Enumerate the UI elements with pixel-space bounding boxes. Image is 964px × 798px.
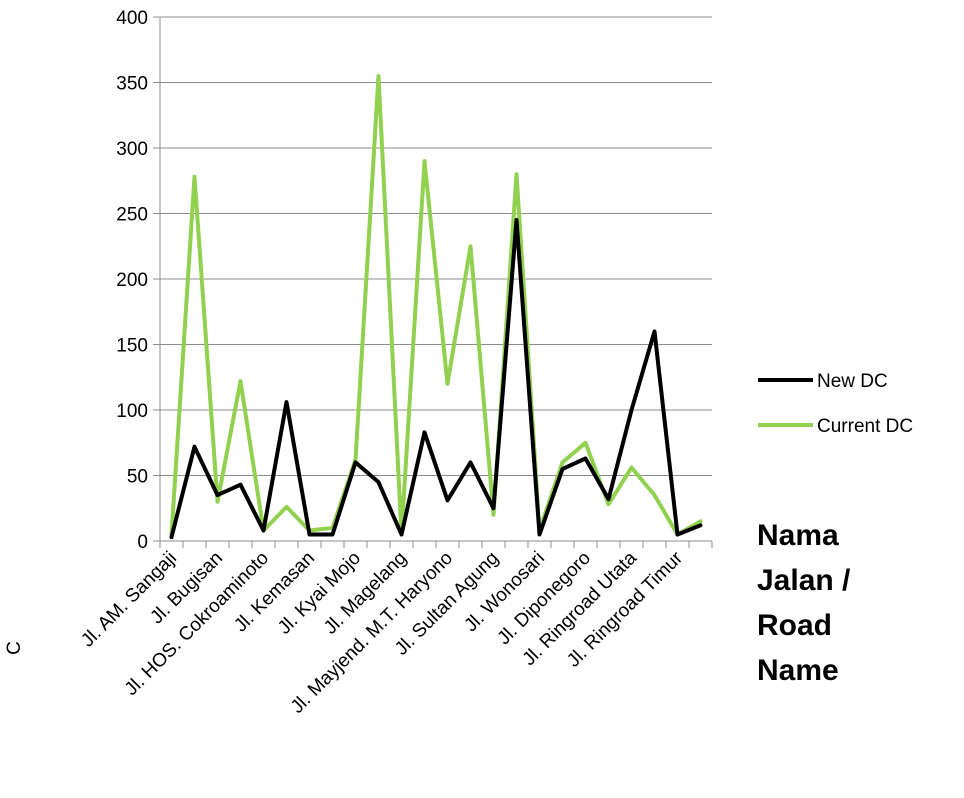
y-axis-title-fragment: C <box>4 641 25 655</box>
x-axis-ticks <box>159 541 713 548</box>
series-line-current-dc <box>169 74 703 537</box>
y-tick-label: 100 <box>116 401 148 422</box>
x-axis-title-line: Name <box>757 654 839 687</box>
y-tick-label: 0 <box>137 532 148 553</box>
gridlines <box>160 16 712 476</box>
y-tick-label: 350 <box>116 74 148 95</box>
y-tick-label: 50 <box>127 467 148 488</box>
legend: New DC Current DC <box>758 371 913 437</box>
y-tick-label: 300 <box>116 139 148 160</box>
series-line-new-dc <box>169 218 703 540</box>
y-tick-label: 150 <box>116 336 148 357</box>
legend-label: New DC <box>817 371 888 392</box>
legend-label: Current DC <box>817 416 913 437</box>
y-tick-label: 200 <box>116 270 148 291</box>
x-axis-title-line: Nama <box>757 519 839 552</box>
x-axis-title-line: Road <box>757 609 832 642</box>
y-tick-label: 400 <box>116 8 148 29</box>
x-axis-title: Nama Jalan / Road Name <box>757 519 851 687</box>
y-tick-label: 250 <box>116 205 148 226</box>
y-axis-ticks: 0 50 100 150 200 250 300 350 400 <box>116 8 160 553</box>
x-axis-title-line: Jalan / <box>757 564 851 597</box>
series-lines <box>169 74 703 540</box>
